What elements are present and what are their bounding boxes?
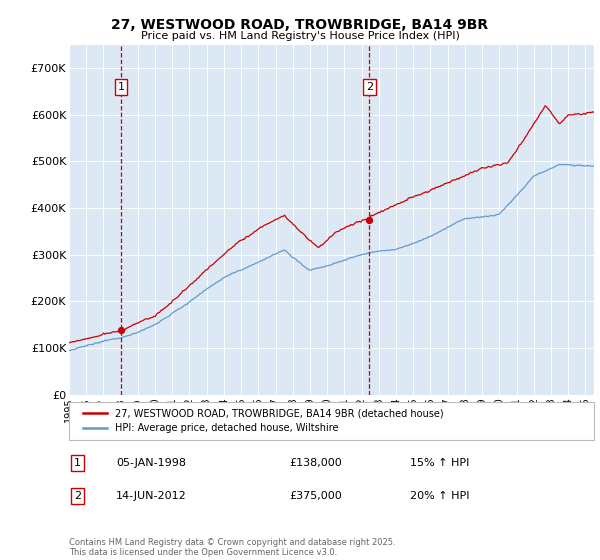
- Legend: 27, WESTWOOD ROAD, TROWBRIDGE, BA14 9BR (detached house), HPI: Average price, de: 27, WESTWOOD ROAD, TROWBRIDGE, BA14 9BR …: [79, 404, 448, 437]
- Text: 27, WESTWOOD ROAD, TROWBRIDGE, BA14 9BR: 27, WESTWOOD ROAD, TROWBRIDGE, BA14 9BR: [112, 18, 488, 32]
- Text: 1: 1: [74, 458, 81, 468]
- Text: £138,000: £138,000: [290, 458, 342, 468]
- Point: [365, 216, 374, 225]
- Text: £375,000: £375,000: [290, 491, 342, 501]
- Text: 2: 2: [74, 491, 82, 501]
- Text: 2: 2: [366, 82, 373, 92]
- Text: 14-JUN-2012: 14-JUN-2012: [116, 491, 187, 501]
- Text: 20% ↑ HPI: 20% ↑ HPI: [410, 491, 470, 501]
- Text: 1: 1: [118, 82, 125, 92]
- Text: 05-JAN-1998: 05-JAN-1998: [116, 458, 186, 468]
- Text: Contains HM Land Registry data © Crown copyright and database right 2025.
This d: Contains HM Land Registry data © Crown c…: [69, 538, 395, 557]
- Point: [116, 326, 126, 335]
- Text: Price paid vs. HM Land Registry's House Price Index (HPI): Price paid vs. HM Land Registry's House …: [140, 31, 460, 41]
- Text: 15% ↑ HPI: 15% ↑ HPI: [410, 458, 470, 468]
